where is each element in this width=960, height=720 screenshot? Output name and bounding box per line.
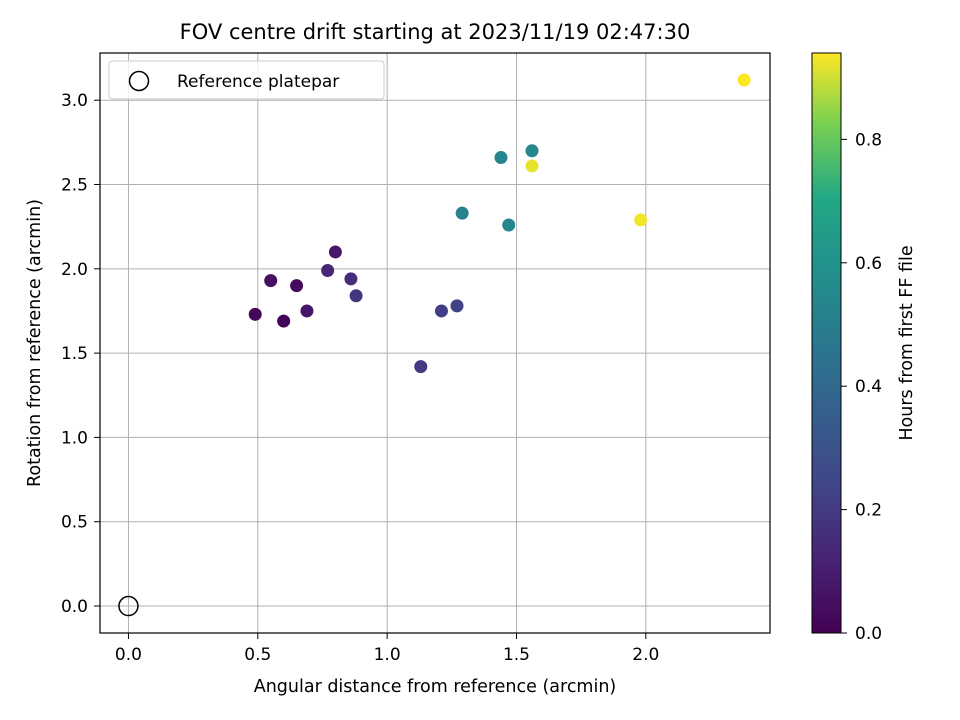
y-tick-label: 2.0 bbox=[61, 260, 88, 280]
data-point-12 bbox=[455, 206, 469, 220]
data-point-3 bbox=[264, 274, 278, 288]
x-tick-label: 2.0 bbox=[632, 645, 659, 665]
colorbar-tick-label: 0.0 bbox=[855, 624, 882, 644]
colorbar-tick-label: 0.4 bbox=[855, 377, 882, 397]
y-tick-label: 2.5 bbox=[61, 176, 88, 196]
x-tick-label: 0.5 bbox=[244, 645, 271, 665]
x-tick-label: 0.0 bbox=[115, 645, 142, 665]
y-axis-ticks: 0.0 0.5 1.0 1.5 2.0 2.5 3.0 bbox=[61, 91, 100, 617]
x-tick-label: 1.5 bbox=[503, 645, 530, 665]
data-point-13 bbox=[494, 151, 508, 165]
colorbar-tick-label: 0.8 bbox=[855, 130, 882, 150]
reference-platepar-point bbox=[118, 595, 139, 617]
legend-marker-open-circle bbox=[128, 70, 150, 92]
data-point-10 bbox=[434, 304, 448, 318]
axes-frame bbox=[99, 52, 771, 634]
data-points bbox=[118, 73, 751, 617]
y-tick-label: 1.0 bbox=[61, 428, 88, 448]
legend-box bbox=[108, 60, 385, 100]
data-point-4 bbox=[300, 304, 314, 318]
legend: Reference platepar bbox=[108, 60, 385, 100]
y-tick-label: 3.0 bbox=[61, 91, 88, 111]
data-point-2 bbox=[290, 279, 304, 293]
plot-frame bbox=[99, 52, 771, 634]
legend-label: Reference platepar bbox=[177, 72, 339, 92]
y-tick-label: 0.0 bbox=[61, 597, 88, 617]
data-point-18 bbox=[737, 73, 751, 87]
x-tick-label: 1.0 bbox=[374, 645, 401, 665]
data-point-17 bbox=[634, 213, 648, 227]
grid-lines bbox=[100, 53, 770, 633]
y-tick-label: 0.5 bbox=[61, 513, 88, 533]
data-point-6 bbox=[321, 264, 335, 277]
colorbar-ticks: 0.0 0.2 0.4 0.6 0.8 bbox=[841, 130, 882, 644]
y-tick-label: 1.5 bbox=[61, 344, 88, 364]
colorbar-tick-label: 0.2 bbox=[855, 501, 882, 521]
x-axis-label: Angular distance from reference (arcmin) bbox=[254, 677, 617, 697]
data-point-7 bbox=[344, 272, 358, 286]
data-point-8 bbox=[349, 289, 363, 303]
chart-title: FOV centre drift starting at 2023/11/19 … bbox=[180, 20, 691, 44]
data-point-16 bbox=[525, 159, 539, 173]
data-point-14 bbox=[502, 218, 516, 232]
colorbar-label: Hours from first FF file bbox=[897, 245, 917, 440]
x-axis-ticks: 0.0 0.5 1.0 1.5 2.0 bbox=[115, 633, 659, 665]
data-point-5 bbox=[328, 245, 342, 259]
colorbar-gradient bbox=[811, 52, 842, 634]
colorbar-tick-label: 0.6 bbox=[855, 254, 882, 274]
colorbar: 0.0 0.2 0.4 0.6 0.8 Hours from first FF file bbox=[811, 52, 917, 644]
data-point-0 bbox=[248, 307, 262, 321]
data-point-15 bbox=[525, 144, 539, 158]
data-point-11 bbox=[450, 299, 464, 313]
data-point-1 bbox=[277, 314, 291, 328]
y-axis-label: Rotation from reference (arcmin) bbox=[25, 199, 45, 487]
data-point-9 bbox=[414, 360, 428, 374]
